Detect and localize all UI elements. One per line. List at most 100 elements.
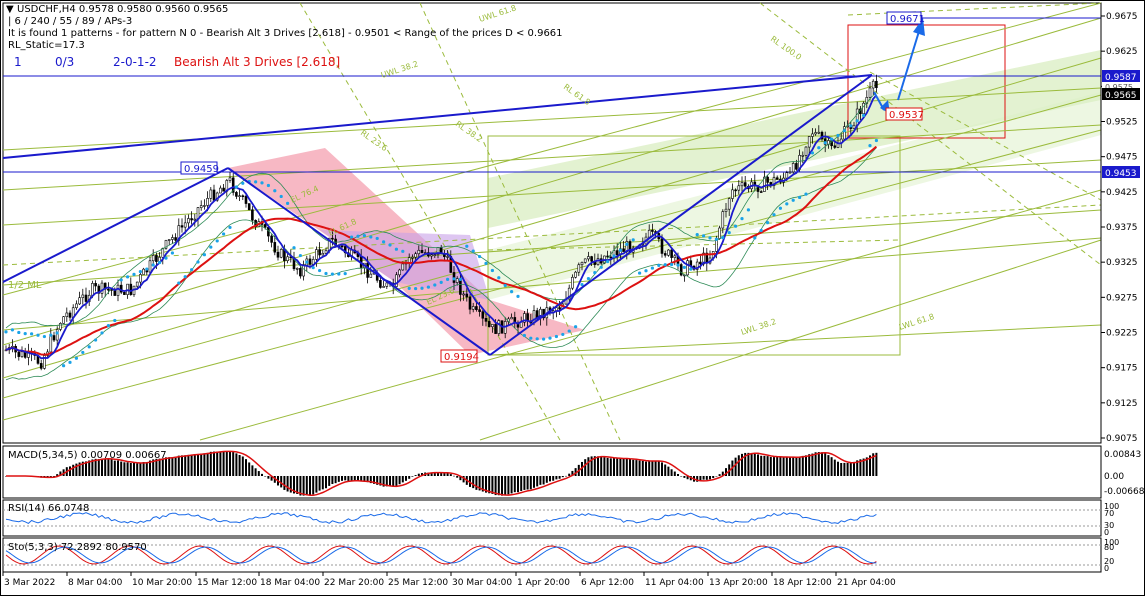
macd-bar	[363, 476, 366, 482]
macd-bar	[411, 476, 414, 477]
macd-bar	[417, 473, 420, 476]
candle-body	[270, 235, 273, 243]
svg-text:0.9194: 0.9194	[444, 352, 479, 363]
macd-bar	[843, 462, 846, 476]
main-price-plot[interactable]: UWL 61.8 UWL 38.2 RL 100.0 RL 61.8 RL 38…	[2, 2, 1102, 444]
price-tick-label: 0.9125	[1106, 399, 1138, 409]
candle-body	[455, 278, 459, 283]
candle-body	[724, 208, 728, 212]
macd-bar	[398, 476, 401, 485]
macd-panel[interactable]: MACD(5,34,5) 0.00709 0.00667 0.00843 0.0…	[2, 445, 1145, 499]
candle-body	[171, 237, 174, 240]
macd-bar	[833, 459, 836, 476]
candle-body	[587, 256, 590, 260]
macd-bar	[379, 476, 382, 486]
macd-bar	[56, 474, 59, 476]
macd-bar	[702, 476, 705, 480]
macd-bar	[200, 453, 203, 476]
candle-body	[699, 261, 702, 265]
psar-dot	[356, 234, 360, 238]
macd-bar	[609, 458, 612, 476]
macd-bar	[747, 452, 750, 476]
candle-body	[558, 307, 561, 310]
candle-body	[462, 293, 465, 296]
psar-dot	[753, 236, 757, 240]
macd-bar	[565, 475, 567, 477]
psar-dot	[394, 247, 398, 251]
time-tick-label: 18 Apr 12:00	[773, 578, 832, 588]
candle-body	[481, 311, 485, 319]
macd-bar	[120, 461, 123, 476]
macd-bar	[139, 462, 142, 476]
macd-bar	[629, 459, 631, 476]
psar-dot	[868, 144, 872, 148]
psar-dot	[510, 290, 514, 294]
psar-dot	[612, 254, 616, 258]
macd-bar	[366, 476, 369, 483]
axis-tag-hidden: 0.9575	[1102, 82, 1140, 92]
macd-bar	[401, 476, 404, 483]
macd-bar	[337, 476, 340, 482]
candle-body	[199, 205, 203, 208]
candle-body	[62, 316, 65, 324]
time-tick-label: 6 Apr 12:00	[581, 578, 634, 588]
psar-dot	[599, 265, 603, 269]
candle-body	[151, 255, 155, 262]
psar-dot	[567, 329, 571, 333]
macd-bar	[155, 458, 158, 476]
candle-body	[718, 227, 721, 239]
price-tick-label: 0.9375	[1106, 223, 1138, 233]
candle-body	[212, 189, 216, 201]
candle-body	[615, 250, 619, 256]
macd-bar	[193, 454, 196, 476]
price-tick-label: 0.9525	[1106, 118, 1138, 128]
macd-bar	[53, 476, 55, 477]
nav-index[interactable]: 1	[14, 55, 22, 69]
macd-bar	[709, 476, 711, 480]
macd-bar	[283, 476, 286, 490]
candle-body	[318, 249, 321, 256]
candle-body	[187, 218, 190, 224]
psar-dot	[254, 180, 258, 184]
nav-pattern-code[interactable]: 2-0-1-2	[113, 55, 157, 69]
macd-bar	[753, 453, 756, 476]
psar-dot	[36, 333, 40, 337]
macd-bar	[705, 476, 708, 480]
time-tick-label: 22 Mar 20:00	[324, 578, 384, 588]
symbol-line: USDCHF,H4 0.9578 0.9580 0.9560 0.9565	[17, 4, 228, 15]
time-axis[interactable]: 3 Mar 2022 8 Mar 04:00 10 Mar 20:00 15 Mar …	[2, 572, 896, 588]
psar-dot	[55, 331, 59, 335]
macd-bar	[459, 476, 462, 481]
candle-body	[865, 97, 869, 104]
rsi-tick: 70	[1104, 509, 1114, 518]
macd-bar	[497, 476, 500, 496]
candle-body	[567, 287, 571, 300]
psar-dot	[420, 286, 424, 290]
macd-bar	[209, 451, 212, 476]
macd-bar	[869, 455, 871, 476]
candle-body	[740, 182, 744, 187]
macd-bar	[296, 476, 299, 494]
psar-dot	[874, 138, 879, 143]
macd-bar	[632, 459, 635, 476]
macd-bar	[641, 460, 644, 476]
stochastic-panel[interactable]: Sto(5,3,3) 72.2892 80.9570 100 80 20 0	[2, 537, 1119, 573]
pattern-name[interactable]: Bearish Alt 3 Drives [2.618]	[174, 55, 340, 69]
macd-bar	[865, 457, 868, 476]
rsi-panel[interactable]: RSI(14) 66.0748 100 70 30 0	[2, 499, 1119, 537]
psar-dot	[490, 268, 494, 273]
nav-count[interactable]: 0/3	[55, 55, 74, 69]
candle-body	[164, 240, 168, 249]
channel-zone	[488, 50, 1101, 228]
candle-body	[135, 281, 139, 287]
macd-bar	[734, 457, 737, 476]
macd-bar	[718, 474, 721, 476]
macd-bar	[328, 476, 331, 486]
candle-body	[209, 189, 213, 199]
candle-body	[78, 297, 81, 305]
psar-dot	[791, 198, 795, 202]
candle-body	[731, 189, 734, 199]
macd-bar	[235, 453, 238, 476]
macd-bar	[341, 476, 343, 481]
